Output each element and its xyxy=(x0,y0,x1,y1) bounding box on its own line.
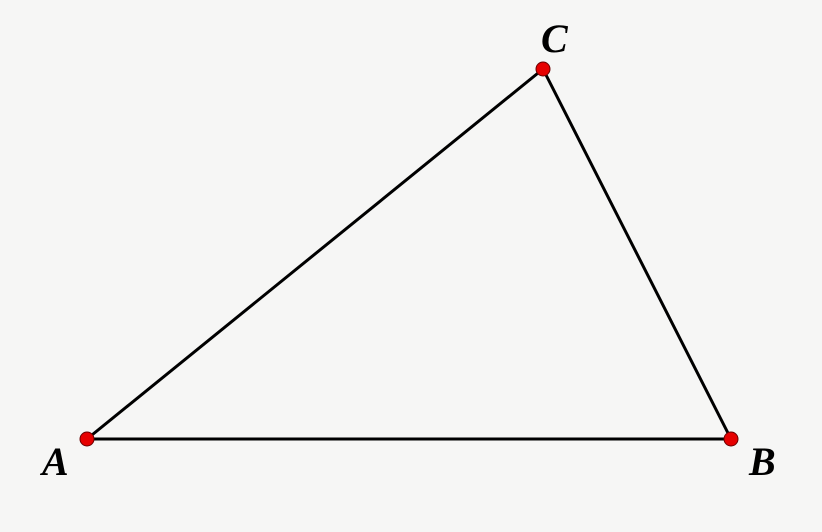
label-B: B xyxy=(749,442,776,482)
label-A: A xyxy=(42,442,69,482)
triangle-diagram xyxy=(0,0,822,532)
vertex-B xyxy=(724,432,738,446)
diagram-background xyxy=(0,0,822,532)
vertex-A xyxy=(80,432,94,446)
label-C: C xyxy=(541,19,568,59)
vertex-C xyxy=(536,62,550,76)
